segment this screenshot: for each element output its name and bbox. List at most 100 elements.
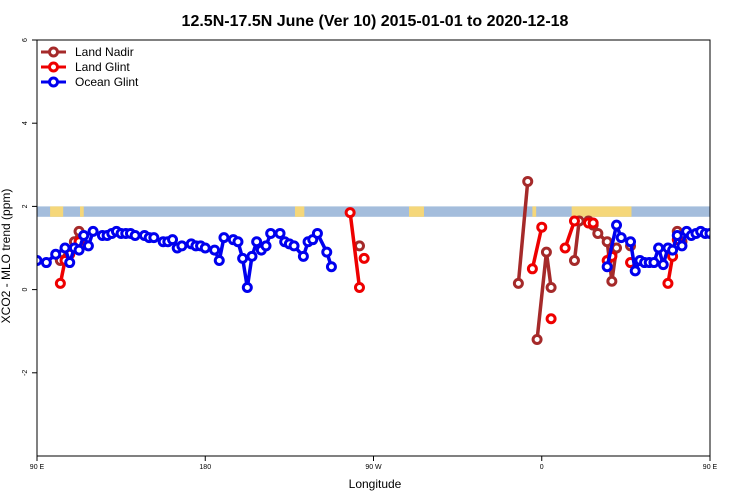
land-patch <box>79 206 84 217</box>
x-axis-label: Longitude <box>349 477 402 491</box>
data-point-ocean-glint <box>246 250 258 262</box>
data-point-ocean-glint <box>615 232 627 244</box>
data-point-ocean-glint <box>676 240 688 252</box>
data-point-ocean-glint <box>671 230 683 242</box>
x-tick-label: 90 E <box>703 464 718 471</box>
data-point-ocean-glint <box>720 229 728 237</box>
data-point-ocean-glint <box>251 236 263 248</box>
y-tick-label: 2 <box>22 204 29 208</box>
legend-item-land-nadir: Land Nadir <box>41 45 134 59</box>
data-point-ocean-glint <box>601 261 613 273</box>
data-point-land-nadir <box>531 334 543 346</box>
data-point-ocean-glint <box>59 242 71 254</box>
data-point-ocean-glint <box>653 242 665 254</box>
data-point-land-nadir <box>568 254 580 266</box>
land-patch <box>532 206 537 217</box>
data-point-ocean-glint <box>725 232 733 240</box>
data-point-ocean-glint <box>260 240 272 252</box>
legend-label: Land Glint <box>75 60 130 74</box>
land-band <box>37 206 710 217</box>
data-point-ocean-glint <box>629 265 641 277</box>
data-point-ocean-glint <box>176 240 188 252</box>
data-point-ocean-glint <box>237 252 249 264</box>
data-point-land-nadir <box>353 240 365 252</box>
x-tick-label: 90 W <box>365 464 382 471</box>
data-point-land-nadir <box>540 246 552 258</box>
data-point-ocean-glint <box>321 246 333 258</box>
data-point-land-glint <box>54 277 66 289</box>
data-point-land-nadir <box>606 275 618 287</box>
data-point-land-nadir <box>522 175 534 187</box>
data-point-ocean-glint <box>40 257 52 269</box>
land-patch <box>50 206 64 217</box>
series-land-nadir <box>54 175 688 346</box>
data-point-ocean-glint <box>625 236 637 248</box>
data-point-ocean-glint <box>129 230 141 242</box>
data-point-land-glint <box>568 215 580 227</box>
land-patch <box>294 206 305 217</box>
data-point-land-glint <box>353 282 365 294</box>
data-point-land-nadir <box>601 236 613 248</box>
chart-title: 12.5N-17.5N June (Ver 10) 2015-01-01 to … <box>182 13 569 30</box>
data-point-ocean-glint <box>611 219 623 231</box>
data-point-ocean-glint <box>297 250 309 262</box>
data-point-ocean-glint <box>37 254 43 266</box>
data-point-ocean-glint <box>704 227 710 239</box>
data-point-ocean-glint <box>232 236 244 248</box>
data-point-ocean-glint <box>78 230 90 242</box>
ocean-band <box>37 206 710 217</box>
data-point-ocean-glint <box>311 227 323 239</box>
y-tick-label: 4 <box>22 121 29 125</box>
legend-swatch-marker <box>48 61 59 73</box>
data-point-ocean-glint <box>667 244 679 256</box>
data-point-ocean-glint <box>715 229 723 237</box>
data-point-ocean-glint <box>288 240 300 252</box>
data-point-ocean-glint <box>709 232 710 239</box>
y-axis-label: XCO2 - MLO trend (ppm) <box>0 189 13 324</box>
series-line-land-glint <box>348 212 362 288</box>
legend-item-land-glint: Land Glint <box>41 60 130 74</box>
series-line-land-glint <box>530 226 544 270</box>
data-point-ocean-glint <box>209 244 221 256</box>
data-point-ocean-glint <box>50 248 62 260</box>
legend-label: Land Nadir <box>75 45 134 59</box>
data-point-ocean-glint <box>729 232 737 240</box>
data-point-land-glint <box>587 217 599 229</box>
data-point-ocean-glint <box>274 227 286 239</box>
data-point-ocean-glint <box>167 234 179 246</box>
land-patch <box>571 206 632 217</box>
x-tick-label: 180 <box>199 464 211 471</box>
series-layer <box>37 175 737 346</box>
data-point-ocean-glint <box>325 261 337 273</box>
data-point-ocean-glint <box>213 254 225 266</box>
series-land-glint <box>54 207 683 325</box>
data-point-ocean-glint <box>648 257 660 269</box>
data-point-land-glint <box>662 277 674 289</box>
x-tick-label: 0 <box>540 464 544 471</box>
data-point-ocean-glint <box>218 232 230 244</box>
data-point-ocean-glint <box>148 232 160 244</box>
data-point-land-nadir <box>592 227 604 239</box>
series-ocean-glint <box>37 219 737 294</box>
data-point-land-nadir <box>545 282 557 294</box>
series-line-land-nadir <box>535 250 553 340</box>
y-tick-label: -2 <box>22 370 29 376</box>
y-tick-label: 6 <box>22 38 29 42</box>
data-point-land-nadir <box>512 277 524 289</box>
data-point-ocean-glint <box>199 242 211 254</box>
legend-swatch-marker <box>48 46 59 58</box>
data-point-ocean-glint <box>64 257 76 269</box>
legend-item-ocean-glint: Ocean Glint <box>41 75 139 89</box>
data-point-ocean-glint <box>241 282 253 294</box>
legend-swatch-marker <box>48 76 59 88</box>
legend-label: Ocean Glint <box>75 75 139 89</box>
data-point-land-glint <box>545 313 557 325</box>
x-axis: 90 E 180 90 W 0 90 E <box>30 456 718 471</box>
data-point-ocean-glint <box>82 240 94 252</box>
y-axis: -2 0 2 4 6 <box>22 38 37 376</box>
data-point-ocean-glint <box>657 259 669 271</box>
data-point-land-glint <box>344 207 356 219</box>
data-point-ocean-glint <box>87 225 99 237</box>
